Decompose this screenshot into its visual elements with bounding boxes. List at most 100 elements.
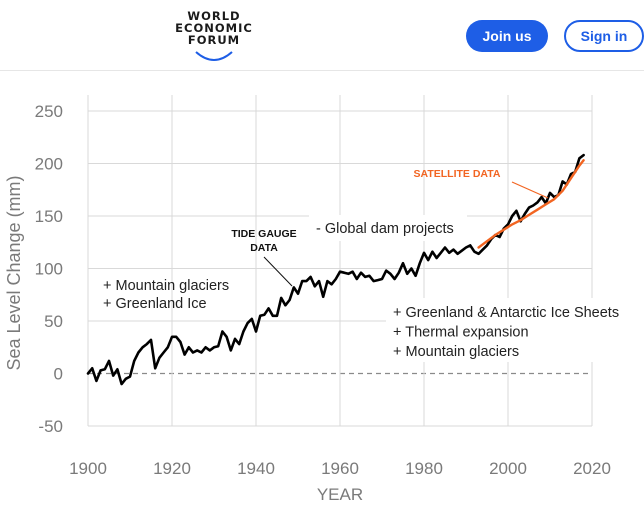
tide-gauge-point [116,368,119,371]
tide-gauge-point [292,286,295,289]
chart-grid [87,95,593,427]
tide-gauge-point [242,330,245,333]
tide-gauge-point [511,215,514,217]
satellite-point [477,246,480,249]
tide-gauge-point [460,249,463,252]
tide-gauge-point [578,157,581,160]
satellite-point [536,208,539,211]
y-tick-label: 250 [35,102,63,121]
tide-gauge-point [355,278,358,280]
satellite-annotation-text: SATELLITE DATA [414,168,501,180]
tide-gauge-point [250,318,253,320]
x-tick-labels: 1900 1920 1940 1960 1980 2000 2020 [69,459,611,478]
sign-in-button[interactable]: Sign in [564,20,644,52]
x-tick-label: 1940 [237,459,275,478]
logo-line-1: WORLD [187,9,241,23]
tide-gauge-point [452,248,455,251]
tide-gauge-point [418,262,421,265]
tide-gauge-point [381,278,383,280]
satellite-point [578,164,581,167]
tide-gauge-point [234,337,236,340]
tide-gauge-point [225,335,228,338]
satellite-point [582,159,585,162]
tide-gauge-point [385,269,388,272]
tide-gauge-point [297,292,299,295]
tide-gauge-point [133,360,136,362]
logo-line-3: FORUM [187,33,241,47]
join-us-button[interactable]: Join us [466,20,548,52]
tide-annotation-text: TIDE GAUGE [231,228,296,240]
tide-gauge-point [339,270,341,273]
early-annotation-text: + Mountain glaciers [103,278,229,294]
tide-gauge-point [540,196,543,198]
tide-gauge-point [448,251,451,254]
tide-gauge-point [221,330,224,333]
tide-gauge-point [318,280,320,282]
satellite-point [494,234,497,236]
y-tick-label: 50 [44,312,63,331]
late-annotation-text: + Greenland & Antarctic Ice Sheets [393,305,619,321]
tide-gauge-point [477,252,480,255]
satellite-point [511,223,514,226]
tide-gauge-point [87,372,89,375]
tide-gauge-point [427,259,430,261]
tide-gauge-point [326,280,329,282]
tide-gauge-point [112,374,115,377]
tide-gauge-point [179,341,182,343]
tide-gauge-point [351,270,354,273]
tide-gauge-point [486,244,488,247]
tide-gauge-point [360,271,362,274]
chart-annotations: TIDE GAUGE DATA SATELLITE DATA - Global dam… [103,168,644,362]
dam-annotation-bg [309,215,467,241]
tide-annotation-text: DATA [250,242,278,254]
tide-gauge-point [582,154,585,156]
tide-gauge-point [255,330,257,333]
tide-gauge-point [276,314,278,317]
tide-gauge-point [238,343,241,345]
tide-gauge-point [200,351,203,354]
chart-series [86,153,585,386]
tide-gauge-point [301,280,304,282]
tide-gauge-point [175,335,178,338]
tide-gauge-point [364,276,367,278]
tide-gauge-point [246,322,249,324]
wef-logo[interactable]: WORLD ECONOMIC FORUM [170,10,258,64]
tide-gauge-point [284,304,287,307]
tide-gauge-point [150,339,152,341]
tide-gauge-point [473,250,476,253]
satellite-point [570,177,572,180]
tide-gauge-point [137,351,140,354]
x-tick-label: 1960 [321,459,359,478]
tide-gauge-point [95,379,98,382]
tide-gauge-point [162,351,165,354]
tide-gauge-point [108,360,110,362]
tide-gauge-point [141,346,144,349]
tide-gauge-point [481,248,484,251]
tide-gauge-point [196,349,199,352]
tide-gauge-point [439,251,442,254]
satellite-point [544,203,547,206]
satellite-leader-line [511,181,549,199]
tide-gauge-point [171,335,173,338]
satellite-point [502,228,505,231]
site-header: WORLD ECONOMIC FORUM Join us Sign in [0,0,644,71]
tide-gauge-point [288,299,291,301]
tide-gauge-point [469,244,472,247]
late-annotation-bg [386,298,644,362]
tide-gauge-point [334,278,337,280]
tide-gauge-point [129,375,131,378]
tide-gauge-point [192,351,194,354]
tide-gauge-point [456,252,459,255]
tide-gauge-point [570,173,572,175]
tide-gauge-point [389,272,392,275]
x-tick-label: 2020 [573,459,611,478]
tide-gauge-point [515,209,518,212]
tide-gauge-point [158,356,161,359]
tide-gauge-point [120,383,123,385]
y-tick-label: 100 [35,260,63,279]
tide-gauge-point [322,295,325,298]
late-annotation-text: + Thermal expansion [393,325,529,341]
tide-gauge-point [330,283,333,286]
tide-gauge-point [423,251,425,254]
tide-gauge-point [313,285,316,288]
